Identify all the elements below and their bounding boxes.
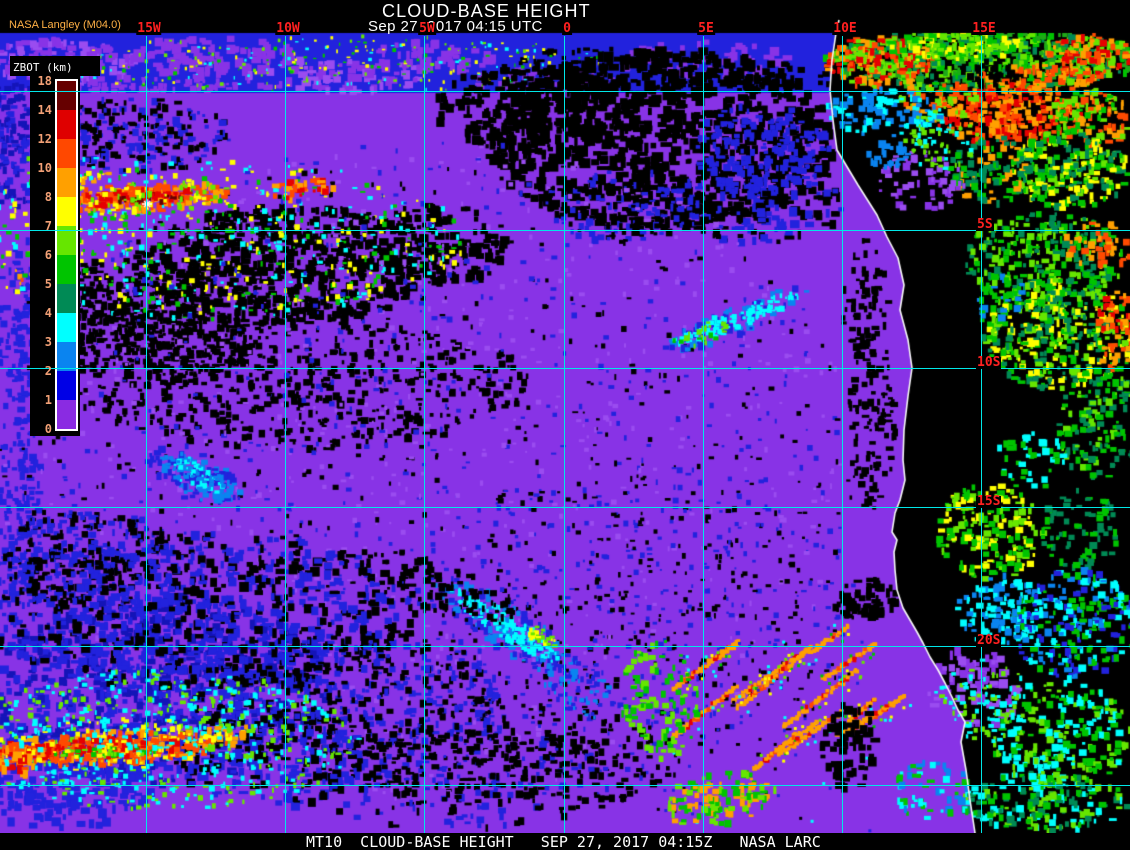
colorbar-tick-label: 1 — [44, 393, 52, 407]
colorbar-tick-label: 7 — [44, 219, 52, 233]
longitude-label: 5E — [697, 21, 715, 36]
page-title: CLOUD-BASE HEIGHT — [382, 1, 591, 21]
latitude-label: 15S — [976, 494, 1002, 509]
longitude-label: 10E — [832, 21, 858, 36]
colorbar-segment — [57, 342, 76, 371]
parallel-line — [0, 646, 1130, 647]
colorbar-tick-label: 6 — [44, 248, 52, 262]
parallel-line — [0, 230, 1130, 231]
parallel-line — [0, 785, 1130, 786]
colorbar-segment — [57, 168, 76, 197]
meridian-line — [564, 36, 565, 833]
colorbar-tick-label: 2 — [44, 364, 52, 378]
longitude-label: 10W — [275, 21, 301, 36]
colorbar-segment — [57, 371, 76, 400]
colorbar-tick-label: 0 — [44, 422, 52, 436]
longitude-label: 5W — [418, 21, 436, 36]
parallel-line — [0, 507, 1130, 508]
meridian-line — [285, 36, 286, 833]
colorbar-scale — [55, 79, 78, 431]
credit-label: NASA Langley (M04.0) — [9, 19, 121, 31]
parallel-line — [0, 368, 1130, 369]
parallel-line — [0, 91, 1130, 92]
colorbar-tick-label: 18 — [37, 74, 52, 88]
colorbar-segment — [57, 284, 76, 313]
timestamp-subtitle: Sep 27, 2017 04:15 UTC — [368, 18, 543, 35]
colorbar-tick-label: 5 — [44, 277, 52, 291]
colorbar-label-background — [10, 56, 100, 76]
meridian-line — [703, 36, 704, 833]
meridian-line — [842, 36, 843, 833]
latitude-label: 5S — [976, 217, 994, 232]
colorbar-segment — [57, 226, 76, 255]
colorbar-tick-label: 3 — [44, 335, 52, 349]
colorbar-segment — [57, 81, 76, 110]
colorbar-segment — [57, 313, 76, 342]
meridian-line — [424, 36, 425, 833]
meridian-line — [981, 36, 982, 833]
footer-caption: MT10 CLOUD-BASE HEIGHT SEP 27, 2017 04:1… — [306, 833, 821, 850]
colorbar-tick-label: 8 — [44, 190, 52, 204]
colorbar-tick-label: 12 — [37, 132, 52, 146]
longitude-label: 0 — [562, 21, 572, 36]
colorbar-segment — [57, 110, 76, 139]
colorbar-segment — [57, 400, 76, 429]
colorbar-segment — [57, 197, 76, 226]
colorbar-tick-label: 14 — [37, 103, 52, 117]
colorbar-title: ZBOT (km) — [13, 61, 73, 74]
meridian-line — [146, 36, 147, 833]
colorbar-segment — [57, 255, 76, 284]
colorbar-tick-label: 10 — [37, 161, 52, 175]
longitude-label: 15E — [971, 21, 997, 36]
longitude-label: 15W — [136, 21, 162, 36]
latitude-label: 20S — [976, 633, 1002, 648]
colorbar-tick-label: 4 — [44, 306, 52, 320]
latitude-label: 10S — [976, 355, 1002, 370]
colorbar-segment — [57, 139, 76, 168]
footer-bar — [0, 833, 1130, 850]
